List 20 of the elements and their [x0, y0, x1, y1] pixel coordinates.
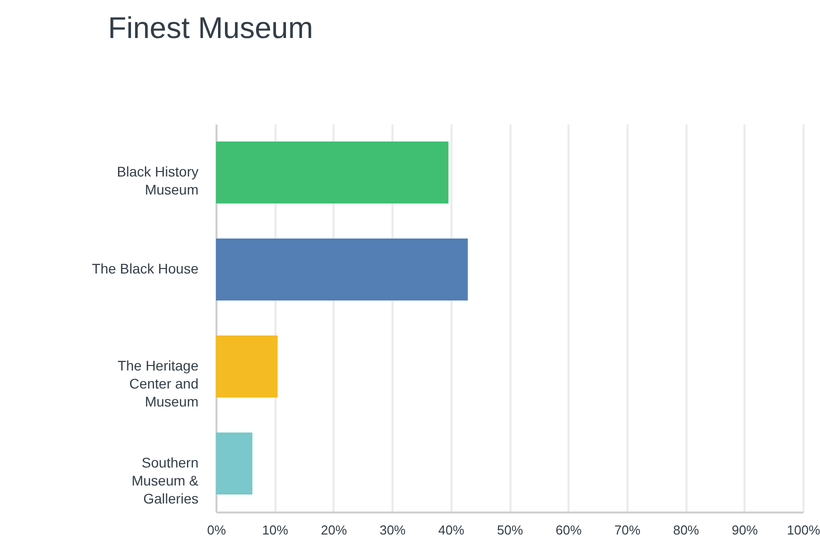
x-tick-label: 20%: [320, 522, 348, 538]
x-tick-label: 90%: [732, 522, 758, 538]
bar: [216, 335, 278, 398]
x-tick-label: 0%: [207, 522, 226, 538]
x-tick-label: 80%: [673, 522, 700, 538]
bar: [216, 432, 252, 495]
chart-title: Finest Museum: [108, 12, 314, 45]
y-tick-label: Black History Museum: [116, 164, 198, 198]
x-tick-label: 70%: [614, 522, 641, 538]
x-tick-label: 50%: [496, 522, 524, 538]
bar: [216, 238, 468, 301]
y-tick-label: The Heritage Center and Museum: [118, 358, 199, 410]
y-tick-label: The Black House: [92, 260, 199, 276]
y-tick-label: Southern Museum & Galleries: [132, 454, 200, 506]
x-tick-label: 40%: [438, 522, 465, 538]
x-tick-label: 30%: [380, 522, 406, 538]
x-tick-label: 10%: [262, 522, 289, 538]
x-tick-label: 60%: [556, 522, 582, 538]
x-tick-label: 100%: [786, 522, 820, 538]
bar: [216, 141, 448, 204]
